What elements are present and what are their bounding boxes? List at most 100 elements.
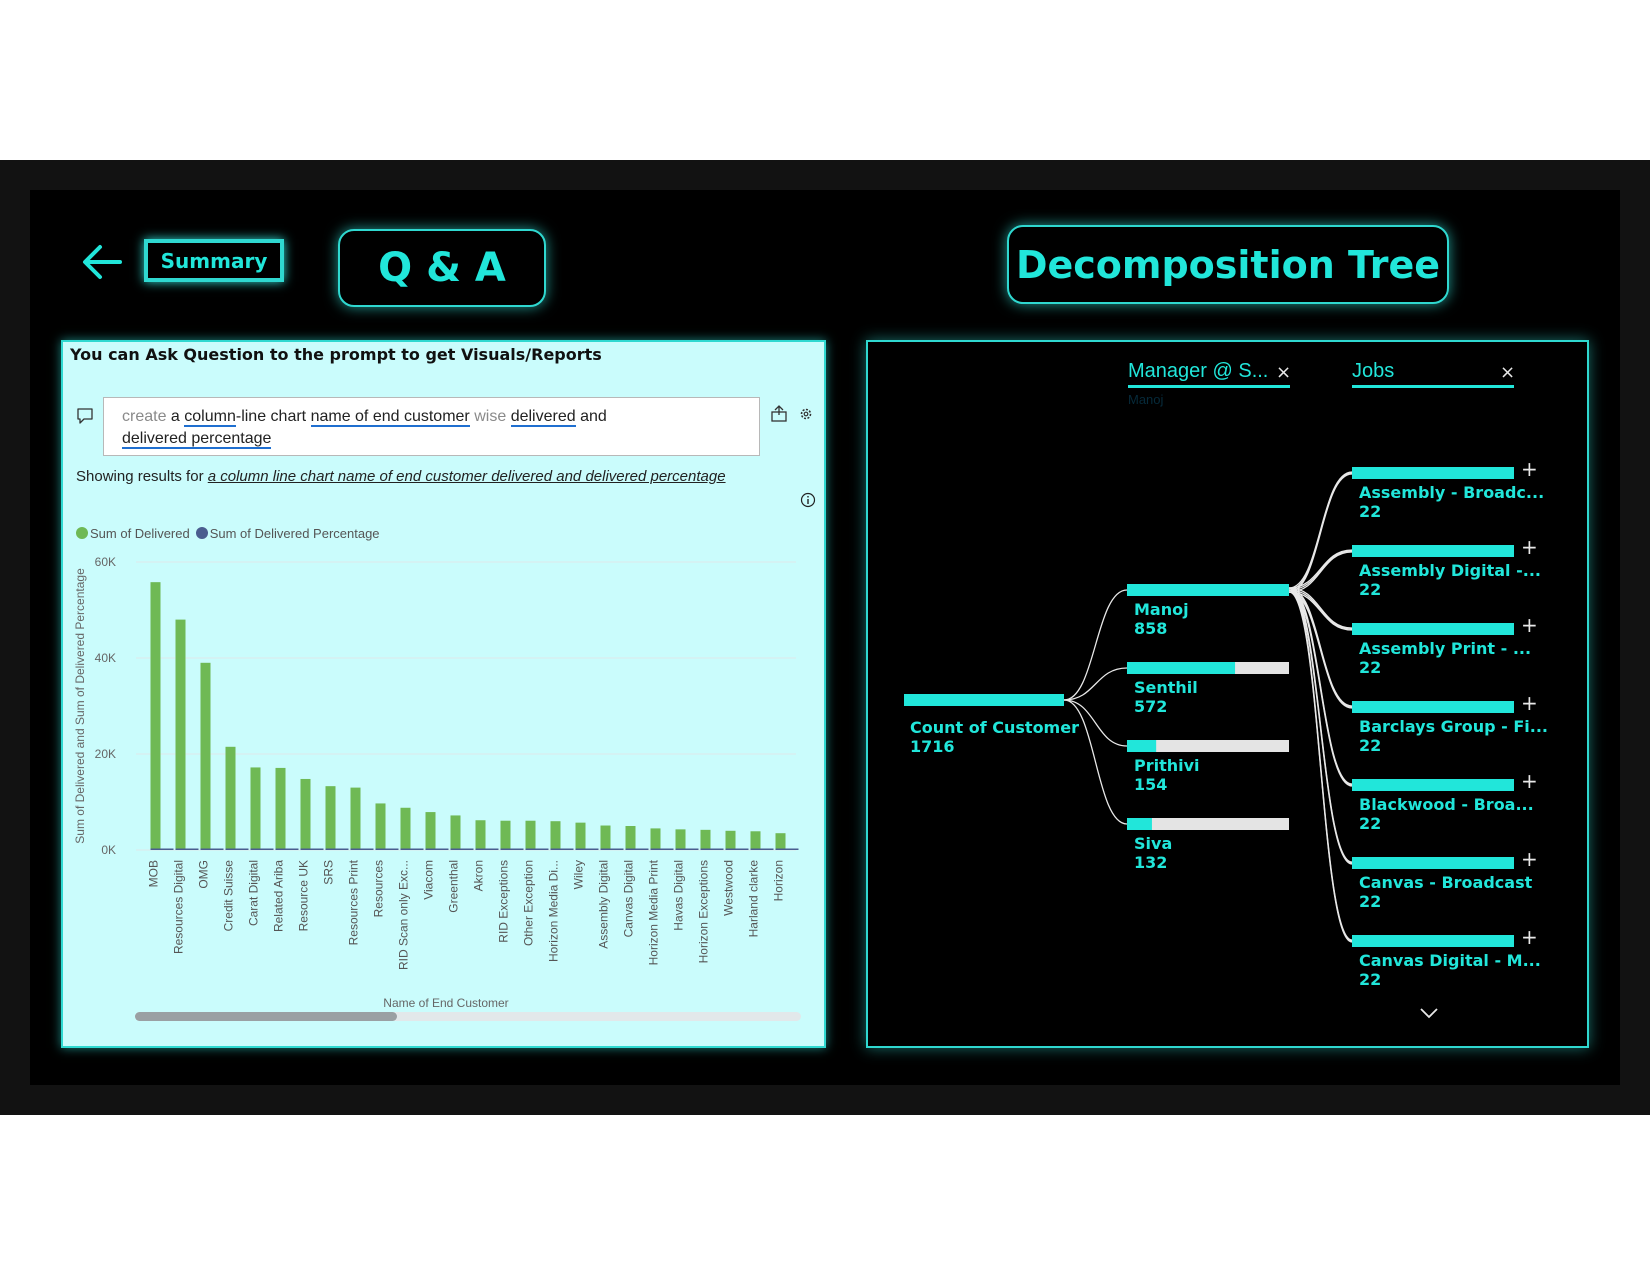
root-node[interactable]: Count of Customer 1716	[910, 718, 1079, 756]
bar-delivered-percentage	[150, 848, 174, 850]
job-bar[interactable]	[1352, 701, 1514, 713]
root-node-value: 1716	[910, 737, 955, 756]
expand-plus-icon[interactable]: +	[1521, 457, 1538, 481]
manager-bar-track	[1127, 740, 1289, 752]
job-node[interactable]: Canvas Digital - M... 22	[1359, 951, 1541, 989]
job-bar[interactable]	[1352, 545, 1514, 557]
bar-delivered[interactable]	[725, 830, 736, 850]
chevron-down-icon[interactable]	[1418, 1006, 1440, 1020]
query-token: delivered percentage	[122, 430, 272, 449]
job-node[interactable]: Assembly - Broadc... 22	[1359, 483, 1544, 521]
x-tick-label: Horizon Media Print	[647, 859, 661, 965]
job-node-value: 22	[1359, 814, 1382, 833]
bar-delivered[interactable]	[625, 826, 636, 850]
bar-delivered[interactable]	[375, 803, 386, 850]
bar-delivered[interactable]	[675, 829, 686, 850]
tree-link	[1288, 549, 1353, 589]
job-bar[interactable]	[1352, 467, 1514, 479]
manager-node[interactable]: Manoj 858	[1134, 600, 1189, 638]
share-icon[interactable]	[770, 405, 788, 423]
bar-delivered[interactable]	[300, 778, 311, 850]
bar-delivered[interactable]	[200, 662, 211, 850]
qa-button[interactable]: Q & A	[338, 229, 546, 307]
expand-plus-icon[interactable]: +	[1521, 691, 1538, 715]
bar-delivered[interactable]	[175, 619, 186, 850]
manager-bar-fill[interactable]	[1127, 584, 1289, 596]
bar-delivered-percentage	[325, 848, 349, 850]
bar-delivered[interactable]	[400, 807, 411, 850]
manager-bar-track	[1127, 818, 1289, 830]
legend-item-delivered[interactable]: Sum of Delivered	[76, 526, 190, 541]
job-node-value: 22	[1359, 892, 1382, 911]
chart-scrollbar[interactable]	[135, 1012, 801, 1021]
chart-scrollbar-thumb[interactable]	[135, 1012, 397, 1021]
expand-plus-icon[interactable]: +	[1521, 535, 1538, 559]
bar-delivered[interactable]	[700, 829, 711, 850]
expand-plus-icon[interactable]: +	[1521, 613, 1538, 637]
legend-label-delivered-percentage: Sum of Delivered Percentage	[209, 526, 380, 541]
bar-delivered[interactable]	[550, 821, 561, 850]
expand-plus-icon[interactable]: +	[1521, 769, 1538, 793]
qa-question-input[interactable]: create a column-line chart name of end c…	[103, 397, 760, 456]
manager-node-value: 572	[1134, 697, 1168, 716]
info-icon[interactable]	[800, 492, 816, 508]
bar-delivered[interactable]	[250, 767, 261, 850]
manager-node[interactable]: Siva 132	[1134, 834, 1172, 872]
remove-level-manager-icon[interactable]: ×	[1276, 362, 1292, 383]
y-tick-label: 40K	[95, 651, 116, 665]
manager-node[interactable]: Senthil 572	[1134, 678, 1198, 716]
x-tick-label: Horizon Media Di...	[547, 860, 561, 962]
job-node[interactable]: Blackwood - Broa... 22	[1359, 795, 1534, 833]
bar-delivered[interactable]	[500, 820, 511, 850]
job-node-label: Canvas - Broadcast	[1359, 873, 1533, 892]
job-node[interactable]: Canvas - Broadcast 22	[1359, 873, 1532, 911]
job-node-value: 22	[1359, 658, 1382, 677]
x-tick-label: RID Scan only Exc...	[397, 860, 411, 970]
job-node[interactable]: Assembly Print - ... 22	[1359, 639, 1531, 677]
bar-delivered[interactable]	[600, 825, 611, 850]
summary-button[interactable]: Summary	[144, 239, 284, 282]
job-bar[interactable]	[1352, 935, 1514, 947]
bar-delivered[interactable]	[350, 787, 361, 850]
bar-delivered[interactable]	[650, 828, 661, 850]
root-bar[interactable]	[904, 694, 1064, 706]
bar-delivered-percentage	[525, 848, 549, 850]
manager-bar-fill[interactable]	[1127, 818, 1152, 830]
decomposition-tree-button[interactable]: Decomposition Tree	[1007, 225, 1449, 304]
expand-plus-icon[interactable]: +	[1521, 847, 1538, 871]
job-node-value: 22	[1359, 502, 1382, 521]
bar-delivered[interactable]	[275, 767, 286, 850]
level-header-jobs[interactable]: Jobs	[1352, 360, 1514, 388]
manager-node[interactable]: Prithivi 154	[1134, 756, 1200, 794]
gear-icon[interactable]	[798, 406, 814, 422]
bar-delivered-percentage	[625, 848, 649, 850]
job-node[interactable]: Assembly Digital -... 22	[1359, 561, 1541, 599]
chat-icon	[77, 408, 93, 424]
manager-node-label: Prithivi	[1134, 756, 1200, 775]
bar-delivered[interactable]	[575, 822, 586, 850]
job-node[interactable]: Barclays Group - Fi... 22	[1359, 717, 1548, 755]
back-arrow-icon[interactable]	[80, 240, 124, 284]
job-bar[interactable]	[1352, 779, 1514, 791]
job-bar[interactable]	[1352, 857, 1514, 869]
manager-bar-fill[interactable]	[1127, 662, 1236, 674]
bar-delivered[interactable]	[150, 582, 161, 850]
showing-results-link[interactable]: a column line chart name of end customer…	[207, 468, 726, 485]
bar-delivered[interactable]	[225, 746, 236, 850]
bar-delivered[interactable]	[525, 820, 536, 850]
manager-bar-fill[interactable]	[1127, 740, 1157, 752]
legend-dot-delivered-percentage	[195, 527, 208, 539]
legend-item-delivered-percentage[interactable]: Sum of Delivered Percentage	[195, 526, 380, 541]
decomposition-tree	[904, 467, 1514, 947]
bar-delivered[interactable]	[425, 812, 436, 850]
level-header-manager[interactable]: Manager @ S...	[1128, 360, 1290, 388]
bar-delivered[interactable]	[775, 833, 786, 850]
bar-delivered[interactable]	[475, 820, 486, 850]
remove-level-jobs-icon[interactable]: ×	[1500, 362, 1516, 383]
bar-delivered[interactable]	[450, 815, 461, 850]
bar-delivered[interactable]	[325, 786, 336, 850]
job-bar[interactable]	[1352, 623, 1514, 635]
bar-delivered[interactable]	[750, 831, 761, 850]
manager-node-label: Senthil	[1134, 678, 1198, 697]
expand-plus-icon[interactable]: +	[1521, 925, 1538, 949]
